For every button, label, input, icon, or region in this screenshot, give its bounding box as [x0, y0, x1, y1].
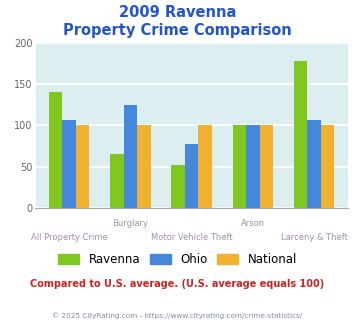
Bar — [124, 105, 137, 208]
Text: Motor Vehicle Theft: Motor Vehicle Theft — [151, 233, 233, 242]
Bar — [233, 125, 246, 208]
Bar — [49, 92, 62, 208]
Text: 2009 Ravenna: 2009 Ravenna — [119, 5, 236, 20]
Text: Burglary: Burglary — [113, 219, 148, 228]
Text: Compared to U.S. average. (U.S. average equals 100): Compared to U.S. average. (U.S. average … — [31, 279, 324, 289]
Bar — [137, 125, 151, 208]
Text: © 2025 CityRating.com - https://www.cityrating.com/crime-statistics/: © 2025 CityRating.com - https://www.city… — [53, 312, 302, 318]
Bar — [321, 125, 334, 208]
Bar — [171, 165, 185, 208]
Text: Property Crime Comparison: Property Crime Comparison — [63, 23, 292, 38]
Bar — [294, 61, 307, 208]
Text: Larceny & Theft: Larceny & Theft — [281, 233, 348, 242]
Text: Arson: Arson — [241, 219, 265, 228]
Bar — [76, 125, 89, 208]
Bar — [110, 154, 124, 208]
Bar — [185, 145, 198, 208]
Bar — [260, 125, 273, 208]
Bar — [198, 125, 212, 208]
Bar — [307, 120, 321, 208]
Text: All Property Crime: All Property Crime — [31, 233, 108, 242]
Bar — [62, 120, 76, 208]
Legend: Ravenna, Ohio, National: Ravenna, Ohio, National — [53, 248, 302, 271]
Bar — [246, 125, 260, 208]
